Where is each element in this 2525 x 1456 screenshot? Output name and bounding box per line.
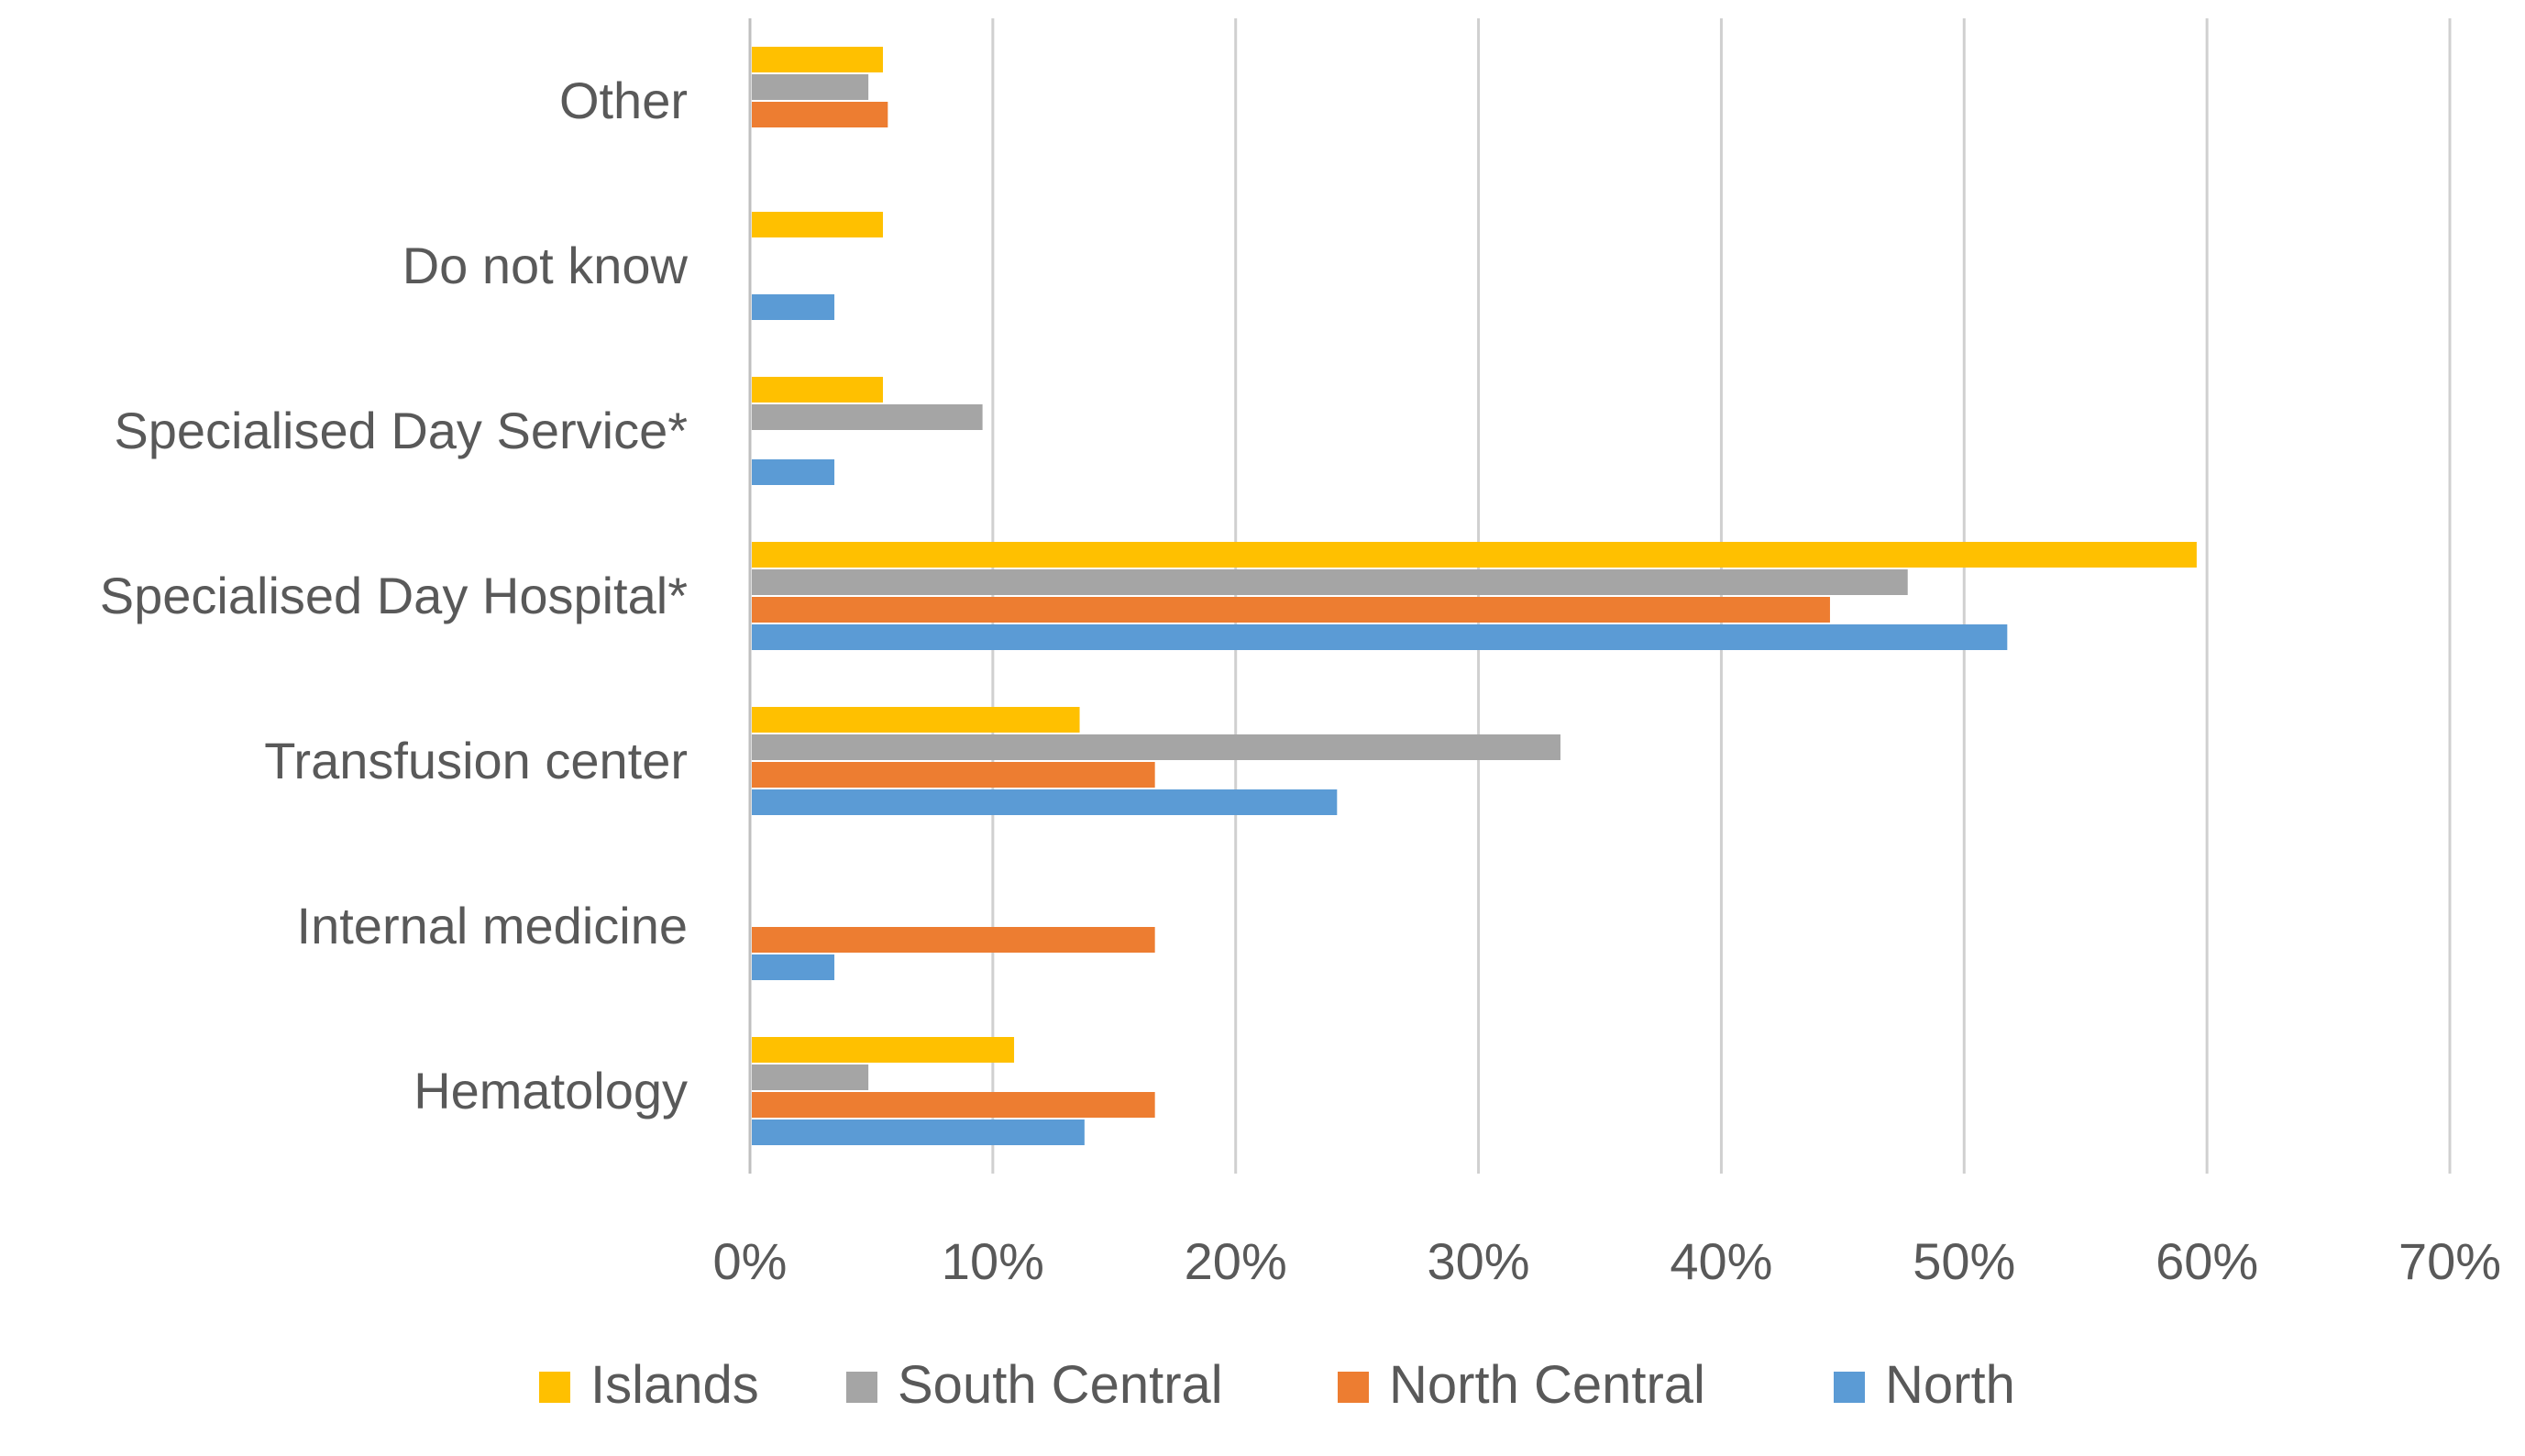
legend-swatch-islands: [539, 1372, 570, 1403]
legend-label-north-central: North Central: [1389, 1355, 1705, 1415]
bar-north-specialised-day-hospital: [752, 624, 2008, 650]
x-tick-label-60: 60%: [2156, 1232, 2258, 1290]
bar-south-central-other: [752, 74, 869, 100]
bar-north-transfusion-center: [752, 789, 1338, 815]
bar-south-central-specialised-day-service: [752, 404, 983, 430]
category-labels: Hematology Internal medicine Transfusion c…: [100, 72, 689, 1120]
legend-label-south-central: South Central: [898, 1355, 1223, 1415]
x-tick-label-10: 10%: [942, 1232, 1044, 1290]
bar-north-hematology: [752, 1120, 1085, 1145]
bar-islands-do-not-know: [752, 212, 884, 237]
category-label-hematology: Hematology: [413, 1062, 688, 1120]
legend-swatch-south-central: [846, 1372, 877, 1403]
x-tick-label-30: 30%: [1428, 1232, 1530, 1290]
legend-label-islands: Islands: [590, 1355, 759, 1415]
bar-north-central-transfusion-center: [752, 762, 1155, 788]
category-label-internal-medicine: Internal medicine: [297, 897, 688, 954]
legend: Islands South Central North Central North: [539, 1355, 2015, 1415]
x-tick-label-20: 20%: [1185, 1232, 1287, 1290]
category-label-do-not-know: Do not know: [402, 237, 689, 294]
legend-swatch-north: [1834, 1372, 1865, 1403]
legend-swatch-north-central: [1338, 1372, 1369, 1403]
bar-north-central-other: [752, 102, 888, 127]
bar-north-specialised-day-service: [752, 459, 835, 485]
bar-north-central-hematology: [752, 1092, 1155, 1118]
category-label-specialised-day-service: Specialised Day Service*: [114, 402, 688, 459]
bar-north-central-specialised-day-hospital: [752, 597, 1830, 623]
bar-islands-specialised-day-service: [752, 377, 884, 403]
x-tick-label-70: 70%: [2398, 1232, 2501, 1290]
bar-south-central-hematology: [752, 1064, 869, 1090]
x-tick-label-40: 40%: [1670, 1232, 1772, 1290]
bar-south-central-transfusion-center: [752, 734, 1560, 760]
bars: [752, 47, 2197, 1145]
x-tick-labels: 0% 10% 20% 30% 40% 50% 60% 70%: [713, 1232, 2502, 1290]
bar-islands-transfusion-center: [752, 707, 1080, 733]
bar-north-do-not-know: [752, 294, 835, 320]
legend-label-north: North: [1885, 1355, 2015, 1415]
gridlines: [748, 18, 2452, 1174]
x-tick-label-0: 0%: [713, 1232, 788, 1290]
bar-north-internal-medicine: [752, 954, 835, 980]
category-label-transfusion-center: Transfusion center: [264, 732, 688, 789]
x-tick-label-50: 50%: [1913, 1232, 2015, 1290]
bar-north-central-internal-medicine: [752, 927, 1155, 953]
category-label-other: Other: [559, 72, 688, 129]
bar-islands-hematology: [752, 1037, 1015, 1063]
bar-islands-specialised-day-hospital: [752, 542, 2197, 568]
category-label-specialised-day-hospital: Specialised Day Hospital*: [100, 567, 688, 624]
bar-south-central-specialised-day-hospital: [752, 569, 1908, 595]
bar-islands-other: [752, 47, 884, 72]
